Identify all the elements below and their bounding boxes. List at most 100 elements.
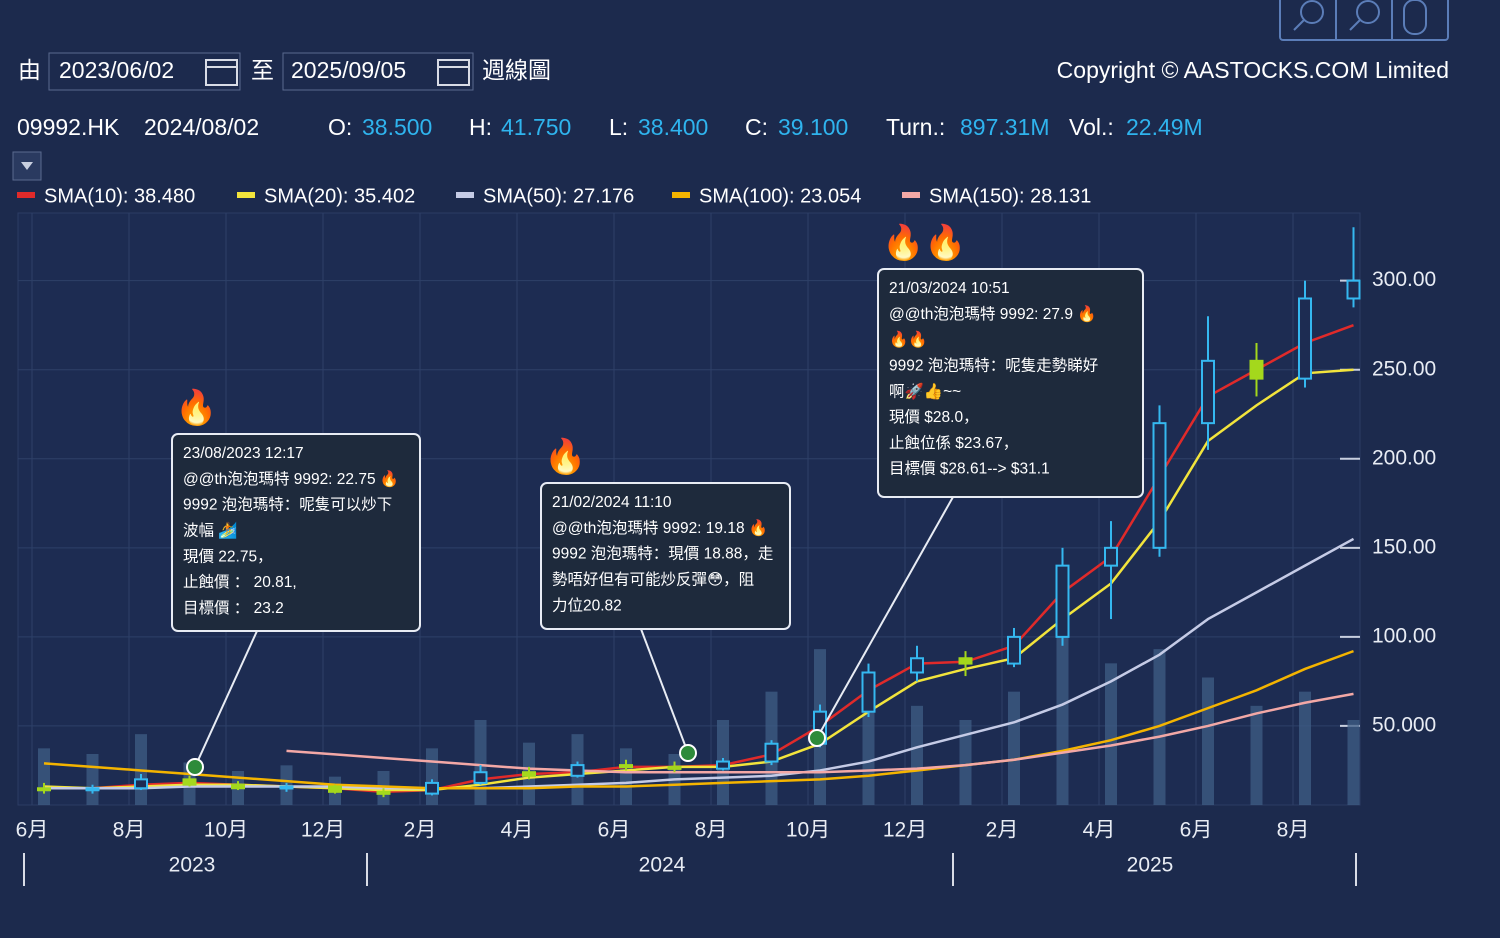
copyright: Copyright © AASTOCKS.COM Limited (1057, 57, 1449, 83)
quote-label: L: (609, 114, 628, 140)
y-tick-label: 100.00 (1372, 624, 1436, 647)
candle-body (1055, 564, 1070, 638)
quote-date: 2024/08/02 (144, 114, 259, 140)
candle-body (522, 771, 536, 777)
annotation-line: @@th泡泡瑪特 9992: 19.18 🔥 (552, 518, 768, 537)
annotation-line: 現價 $28.0， (889, 408, 979, 426)
annotation-box[interactable] (540, 482, 791, 630)
candle-body (1346, 279, 1361, 300)
annotation-icon: 🔥🔥 (882, 223, 967, 262)
x-tick-label: 8月 (113, 819, 146, 842)
x-tick-label: 6月 (1180, 819, 1213, 842)
candle-body (328, 785, 342, 793)
annotation-line: 止蝕位係 $23.67， (889, 434, 1018, 452)
volume-bar (911, 705, 923, 805)
calendar-icon[interactable] (437, 59, 470, 86)
annotation-line: 9992 泡泡瑪特：呢隻可以炒下 (183, 496, 392, 514)
candle-body (473, 771, 488, 784)
x-tick-label: 4月 (1083, 819, 1116, 842)
candle-body (861, 671, 876, 713)
quote-value: 22.49M (1126, 114, 1203, 140)
volume-bar (426, 748, 438, 805)
annotation-pin[interactable] (679, 744, 697, 762)
quote-label: Vol.: (1069, 114, 1114, 140)
candle-body (37, 787, 51, 792)
x-tick-label: 2月 (404, 819, 437, 842)
candle-body (1201, 359, 1215, 425)
volume-bar (86, 754, 99, 805)
candle-body (1298, 297, 1312, 380)
to-date-box[interactable] (282, 52, 474, 91)
candle-body (425, 781, 439, 795)
toolbar-frame (1279, 0, 1449, 41)
x-tick-label: 12月 (301, 819, 345, 842)
candle-body (182, 778, 197, 786)
candle-body (376, 790, 391, 795)
annotation-pin[interactable] (808, 729, 826, 747)
volume-bar (38, 748, 50, 805)
x-tick-label: 8月 (1277, 819, 1310, 842)
zoom-out[interactable] (1356, 0, 1380, 24)
annotation-leader (194, 630, 258, 768)
annotation-line: 23/08/2023 12:17 (183, 445, 304, 462)
annotation-line: 9992 泡泡瑪特：現價 18.88，走 (552, 545, 773, 563)
volume-bar (620, 748, 632, 805)
annotation-icon: 🔥 (544, 437, 586, 476)
legend-swatch (672, 192, 690, 198)
x-tick-label: 10月 (204, 819, 248, 842)
legend-swatch (237, 192, 255, 198)
symbol: 09992.HK (17, 114, 120, 140)
x-tick-label: 8月 (695, 819, 728, 842)
sma-line (43, 649, 1354, 790)
annotation-pin[interactable] (186, 758, 204, 776)
candle-body (716, 760, 730, 770)
candle-body (85, 787, 100, 792)
candle-body (958, 657, 973, 665)
sma-line (286, 692, 1354, 774)
quote-label: Turn.: (886, 114, 945, 140)
annotation-line: 目標價 ： 23.2 (183, 599, 284, 617)
legend-swatch (456, 192, 474, 198)
legend-label: SMA(10): 38.480 (44, 185, 195, 207)
calendar-icon[interactable] (205, 59, 238, 86)
volume-bar (1008, 691, 1020, 805)
dropdown-arrow (21, 162, 33, 170)
zoom-in[interactable] (1300, 0, 1324, 24)
candle-body (1104, 546, 1118, 567)
candle-body (231, 783, 245, 790)
annotation-icon: 🔥 (175, 388, 217, 427)
annotation-line: 力位20.82 (552, 596, 622, 614)
candle-body (667, 765, 682, 770)
quote-value: 41.750 (501, 114, 571, 140)
annotation-box[interactable] (877, 268, 1144, 498)
volume-bar (1250, 705, 1263, 805)
volume-bar (474, 720, 487, 805)
volume-bar (1299, 691, 1311, 805)
x-tick-label: 12月 (883, 819, 927, 842)
candle-body (1152, 422, 1167, 549)
y-tick-label: 300.00 (1372, 268, 1436, 291)
annotation-line: 現價 22.75， (183, 547, 273, 565)
candle-body (910, 657, 924, 674)
annotation-line: @@th泡泡瑪特 9992: 22.75 🔥 (183, 469, 399, 488)
mouse-mode[interactable] (1403, 0, 1427, 35)
from-date-box[interactable] (48, 52, 241, 91)
volume-bar (959, 720, 972, 805)
year-label: 2023 (169, 854, 216, 877)
sma-line (44, 537, 1355, 790)
annotation-line: 止蝕價 ： 20.81, (183, 573, 297, 591)
toolbar (1279, 0, 1449, 41)
annotation-line: 21/03/2024 10:51 (889, 280, 1010, 297)
legend-label: SMA(150): 28.131 (929, 185, 1091, 207)
quote-label: O: (328, 114, 352, 140)
quote-value: 38.400 (638, 114, 708, 140)
from-label: 由 (18, 57, 41, 83)
annotation-box[interactable] (171, 433, 421, 632)
quote-label: C: (745, 114, 768, 140)
annotation-line: 21/02/2024 11:10 (552, 494, 672, 511)
candle-body (570, 764, 585, 777)
year-label: 2024 (639, 854, 686, 877)
candle-body (1007, 635, 1021, 665)
volume-bar (1056, 635, 1069, 805)
